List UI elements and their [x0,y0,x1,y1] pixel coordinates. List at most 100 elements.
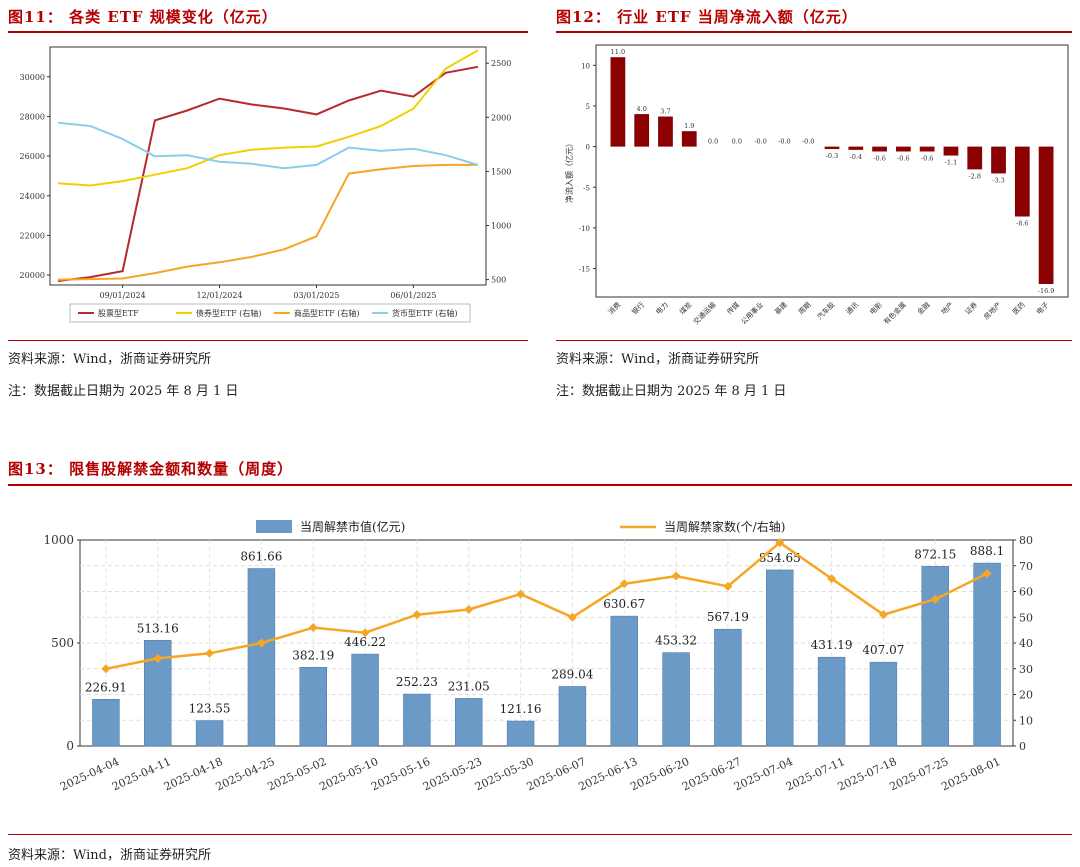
fig13-bar [403,693,431,747]
fig13-right-tick-label: 70 [1019,560,1033,573]
fig11-title-rule [8,31,528,33]
fig12-x-tick-label: 消费 [606,300,622,316]
fig12-data-label: -8.6 [1016,220,1029,228]
fig13-bar [714,628,742,747]
fig13-bar-label: 123.55 [189,702,231,716]
fig13-count-marker [671,571,681,581]
fig12-chart: -15 -10 -5 0 5 10 净流入额（亿元） 11.0 消费 4.0 银行 3.7 电力 1.9 煤… [564,44,1069,326]
fig13-count-marker [878,610,888,620]
fig13-bar [455,698,483,747]
fig12-x-tick-label: 公用事业 [739,300,765,326]
fig13-x-tick-label: 2025-07-25 [888,755,951,794]
fig13-bar [351,653,379,747]
fig12-bar [919,146,935,152]
fig13-left-tick-label: 0 [66,739,74,753]
fig13-bar-label: 121.16 [500,702,542,716]
fig11-legend-box [69,303,471,323]
fig13-count-marker [308,623,318,633]
fig13-bar [766,569,794,747]
fig13-x-tick-label: 2025-06-07 [525,755,588,794]
fig13-x-tick-label: 2025-06-27 [680,755,743,794]
fig13-bar-label: 289.04 [551,667,593,681]
fig13-source: 资料来源：Wind，浙商证券研究所 [8,848,211,863]
fig12-bar [848,146,864,150]
fig13-bar-label: 888.1 [970,544,1004,558]
fig12-title-rule [556,31,1072,33]
fig12-data-label: -16.9 [1038,287,1055,295]
fig13-count-marker [775,538,785,548]
fig13-right-tick-label: 10 [1019,714,1033,727]
fig11-left-tick-label: 24000 [20,192,45,201]
fig12-x-tick-label: 电影 [868,300,884,316]
fig12-x-tick-label: 有色金属 [882,300,908,326]
fig12-data-label: -0.4 [850,153,863,161]
fig12-x-tick-label: 房地产 [982,300,1003,321]
fig13-bar-label: 231.05 [448,679,490,693]
fig13-count-marker [930,594,940,604]
fig11-legend-label-stock: 股票型ETF [98,309,139,318]
fig13-legend-label-bar: 当周解禁市值(亿元) [300,519,405,534]
fig12-x-tick-label: 交通运输 [691,300,717,326]
fig12-bar [1014,146,1030,217]
fig13-count-marker [205,648,215,658]
fig12-data-label: -2.8 [968,172,981,180]
fig11-right-tick-label: 2000 [491,113,511,122]
fig13-count-marker [516,589,526,599]
fig13-count-marker [464,605,474,615]
fig12-x-tick-label: 证券 [963,300,979,316]
fig13-bar-label: 431.19 [811,638,853,652]
fig12-y-tick-label: 0 [586,144,590,152]
fig13-right-tick-label: 0 [1019,740,1026,753]
fig11-left-tick-label: 20000 [20,271,45,280]
fig12-bottom-rule [556,340,1072,341]
fig13-bar-label: 382.19 [292,648,334,662]
fig13-bar [662,652,690,747]
fig13-bar-label: 513.16 [137,621,179,635]
fig12-data-label: -0.6 [897,154,910,162]
fig13-legend-swatch-bar [256,520,292,533]
fig13-x-tick-label: 2025-04-11 [110,755,173,794]
fig13-x-tick-label: 2025-04-25 [214,755,277,794]
fig13-bar-label: 872.15 [914,547,956,561]
fig13-count-marker [101,664,111,674]
fig13-chart: 0 500 1000 0 10 20 30 40 50 60 70 80 226.91 2025-04-0… [43,519,1033,794]
fig11-plot-frame [49,46,487,286]
fig12-data-label: -0.3 [826,152,839,160]
fig12-title: 图12： 行业 ETF 当周净流入额（亿元） [556,8,858,26]
fig12-x-tick-label: 银行 [630,300,646,316]
fig13-bar [610,615,638,747]
fig13-count-marker [567,612,577,622]
fig12-data-label: 3.7 [660,108,670,116]
fig12-bar [943,146,959,156]
fig13-count-marker [360,628,370,638]
fig13-count-marker [723,581,733,591]
fig11-legend-label-bond: 债券型ETF (右轴) [196,308,262,318]
fig13-x-tick-label: 2025-08-01 [939,755,1002,794]
fig13-x-tick-label: 2025-05-23 [421,755,484,794]
fig11-note: 注：数据截止日期为 2025 年 8 月 1 日 [8,384,239,399]
fig11-right-tick-label: 2500 [491,59,511,68]
fig13-left-tick-label: 1000 [43,533,74,547]
fig12-data-label: 0.0 [732,138,742,146]
fig13-title: 图13： 限售股解禁金额和数量（周度） [8,460,294,478]
fig13-x-tick-label: 2025-06-13 [577,755,640,794]
fig12-y-axis-label: 净流入额（亿元） [564,139,574,203]
fig11-right-tick-label: 1000 [491,222,511,231]
fig11-legend-label-money: 货币型ETF (右轴) [392,308,458,318]
fig12-data-label: -0.0 [802,138,815,146]
fig11-series-line-money [57,121,479,170]
fig13-count-marker [619,579,629,589]
fig12-y-tick-label: 5 [586,103,590,111]
fig11-title: 图11： 各类 ETF 规模变化（亿元） [8,8,278,26]
fig13-bar-label: 226.91 [85,680,127,694]
fig12-x-tick-label: 电力 [654,300,670,316]
fig13-count-marker [153,653,163,663]
fig12-x-tick-label: 金融 [915,300,931,316]
fig13-x-tick-label: 2025-07-18 [836,755,899,794]
fig13-count-line [105,541,988,671]
fig12-y-tick-label: -15 [579,266,590,274]
fig12-data-label: 4.0 [637,105,647,113]
fig12-data-label: -3.3 [992,176,1005,184]
fig12-data-label: 0.0 [708,138,718,146]
fig11-x-tick-label: 03/01/2025 [293,291,339,300]
